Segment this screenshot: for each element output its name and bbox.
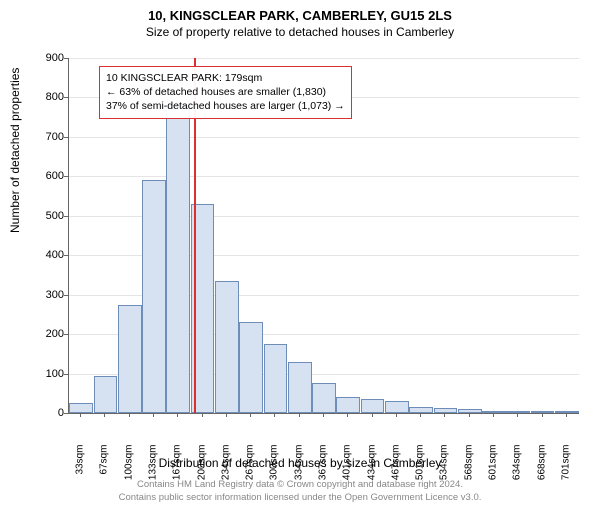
x-tick-label: 100sqm [123,445,134,485]
x-tick-label: 568sqm [463,445,474,485]
x-tick-mark [444,413,445,417]
x-tick-label: 534sqm [439,445,450,485]
annotation-box: 10 KINGSCLEAR PARK: 179sqm← 63% of detac… [99,66,352,119]
x-tick-mark [517,413,518,417]
grid-line [69,176,579,177]
x-tick-mark [323,413,324,417]
x-tick-mark [129,413,130,417]
chart-title-main: 10, KINGSCLEAR PARK, CAMBERLEY, GU15 2LS [0,8,600,23]
y-tick-mark [64,413,68,414]
y-tick-mark [64,374,68,375]
x-tick-label: 467sqm [390,445,401,485]
chart-container: { "title": { "main": "10, KINGSCLEAR PAR… [0,8,600,508]
histogram-bar [69,403,93,413]
x-tick-mark [153,413,154,417]
y-tick-label: 500 [46,210,64,222]
x-tick-mark [347,413,348,417]
y-tick-label: 400 [46,249,64,261]
y-tick-mark [64,97,68,98]
annotation-line: 10 KINGSCLEAR PARK: 179sqm [106,71,345,85]
y-tick-mark [64,137,68,138]
x-tick-label: 267sqm [245,445,256,485]
x-tick-label: 200sqm [196,445,207,485]
x-tick-mark [566,413,567,417]
y-tick-mark [64,255,68,256]
x-tick-mark [542,413,543,417]
y-tick-label: 100 [46,368,64,380]
footer-line-2: Contains public sector information licen… [0,492,600,504]
x-tick-mark [250,413,251,417]
x-tick-label: 367sqm [318,445,329,485]
grid-line [69,58,579,59]
x-tick-label: 401sqm [342,445,353,485]
x-tick-label: 133sqm [148,445,159,485]
histogram-bar [118,305,142,413]
x-tick-label: 701sqm [560,445,571,485]
x-tick-label: 601sqm [488,445,499,485]
x-tick-mark [299,413,300,417]
histogram-bar [312,383,336,413]
histogram-bar [215,281,239,413]
x-tick-label: 434sqm [366,445,377,485]
x-tick-label: 67sqm [99,445,110,485]
x-tick-mark [80,413,81,417]
x-tick-mark [469,413,470,417]
x-tick-mark [372,413,373,417]
histogram-bar [142,180,166,413]
y-tick-mark [64,216,68,217]
y-tick-mark [64,334,68,335]
histogram-bar [336,397,360,413]
y-tick-label: 800 [46,91,64,103]
y-tick-label: 600 [46,170,64,182]
x-tick-mark [396,413,397,417]
x-tick-label: 300sqm [269,445,280,485]
y-tick-mark [64,295,68,296]
x-tick-label: 501sqm [415,445,426,485]
histogram-bar [166,105,190,413]
x-tick-label: 634sqm [512,445,523,485]
annotation-line: 37% of semi-detached houses are larger (… [106,99,345,113]
x-tick-mark [274,413,275,417]
y-tick-label: 700 [46,131,64,143]
histogram-bar [555,411,579,413]
y-tick-label: 900 [46,52,64,64]
x-tick-label: 167sqm [172,445,183,485]
histogram-bar [264,344,288,413]
y-tick-label: 300 [46,289,64,301]
histogram-bar [385,401,409,413]
x-tick-label: 234sqm [220,445,231,485]
histogram-bar [239,322,263,413]
x-tick-mark [493,413,494,417]
y-tick-mark [64,58,68,59]
x-tick-label: 334sqm [293,445,304,485]
x-tick-mark [202,413,203,417]
x-tick-label: 668sqm [536,445,547,485]
histogram-bar [288,362,312,413]
histogram-bar [361,399,385,413]
x-tick-label: 33sqm [75,445,86,485]
histogram-bar [458,409,482,413]
x-tick-mark [420,413,421,417]
annotation-line: ← 63% of detached houses are smaller (1,… [106,85,345,99]
x-tick-mark [226,413,227,417]
grid-line [69,137,579,138]
y-axis-label: Number of detached properties [8,68,22,233]
chart-title-sub: Size of property relative to detached ho… [0,25,600,39]
histogram-bar [94,376,118,413]
y-tick-label: 200 [46,328,64,340]
x-tick-mark [177,413,178,417]
y-tick-mark [64,176,68,177]
x-tick-mark [104,413,105,417]
chart-plot-area: 10 KINGSCLEAR PARK: 179sqm← 63% of detac… [68,58,579,414]
